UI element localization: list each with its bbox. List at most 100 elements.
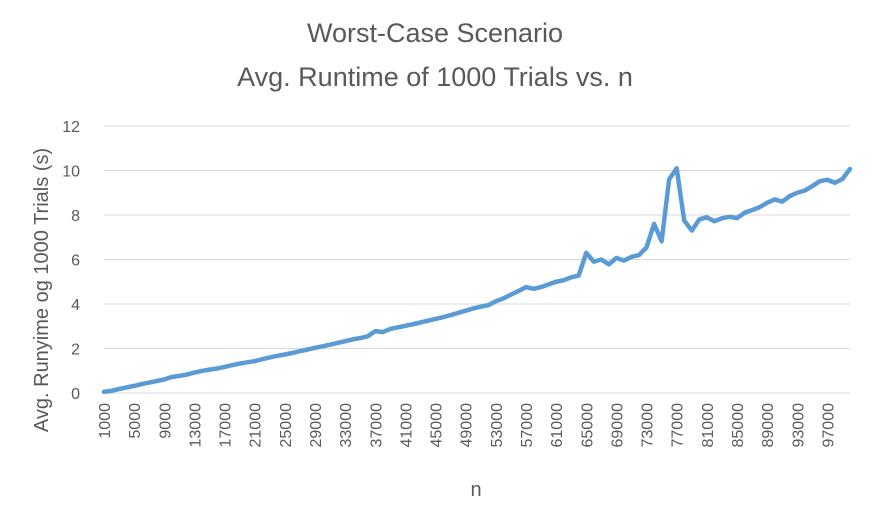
x-tick-label: 21000 (248, 403, 265, 448)
data-point (322, 345, 324, 347)
y-tick-label: 2 (71, 342, 80, 359)
x-tick-label: 77000 (670, 403, 687, 448)
data-point (713, 220, 715, 222)
data-point (698, 218, 700, 220)
data-point (653, 223, 655, 225)
data-point (284, 354, 286, 356)
data-point (751, 209, 753, 211)
data-point (276, 355, 278, 357)
chart-title: Worst-Case Scenario (307, 18, 563, 48)
gridlines (104, 125, 850, 394)
data-point (254, 360, 256, 362)
data-point (337, 342, 339, 344)
data-point (774, 198, 776, 200)
y-axis-label: Avg. Runyime og 1000 Trials (s) (31, 148, 53, 432)
data-point (548, 283, 550, 285)
data-point (450, 314, 452, 316)
y-axis-ticks: 0 2 4 6 8 10 12 (62, 119, 80, 403)
data-point (804, 190, 806, 192)
data-point (291, 352, 293, 354)
data-point (397, 326, 399, 328)
y-tick-label: 4 (71, 297, 80, 314)
data-point (683, 220, 685, 222)
x-tick-label: 9000 (157, 403, 174, 439)
data-point (269, 356, 271, 358)
x-tick-label: 45000 (429, 403, 446, 448)
x-axis-label: n (470, 479, 481, 501)
data-point (578, 275, 580, 277)
data-point (231, 364, 233, 366)
data-point (834, 182, 836, 184)
data-point (224, 366, 226, 368)
data-point (344, 340, 346, 342)
y-tick-label: 8 (71, 208, 80, 225)
data-point (374, 330, 376, 332)
data-point (563, 279, 565, 281)
data-point (239, 363, 241, 365)
x-tick-label: 37000 (368, 403, 385, 448)
x-tick-label: 5000 (127, 403, 144, 439)
data-point (691, 230, 693, 232)
data-point (299, 350, 301, 352)
data-point (148, 382, 150, 384)
data-point (585, 252, 587, 254)
data-point (600, 259, 602, 260)
data-point (623, 260, 625, 262)
data-point (502, 297, 504, 299)
data-point (826, 179, 828, 181)
x-tick-label: 57000 (519, 403, 536, 448)
x-tick-label: 89000 (760, 403, 777, 448)
data-point (668, 178, 670, 180)
series-line-0 (101, 166, 853, 395)
data-point (480, 306, 482, 308)
data-point (472, 307, 474, 309)
y-tick-label: 12 (62, 119, 80, 136)
data-point (216, 368, 218, 370)
data-point (404, 325, 406, 327)
data-point (442, 316, 444, 318)
data-point (118, 388, 120, 390)
x-tick-label: 81000 (700, 403, 717, 448)
data-point (525, 286, 527, 288)
x-tick-label: 41000 (398, 403, 415, 448)
data-point (608, 263, 610, 265)
y-tick-label: 6 (71, 253, 80, 270)
data-point (766, 202, 768, 204)
x-tick-label: 25000 (278, 403, 295, 448)
x-axis-ticks: 1000 5000 9000 13000 17000 21000 25000 29000 330… (97, 403, 837, 448)
x-tick-label: 49000 (459, 403, 476, 448)
data-point (133, 385, 135, 387)
data-point (721, 217, 723, 219)
data-point (796, 192, 798, 194)
data-point (849, 168, 851, 170)
data-point (193, 372, 195, 374)
data-point (352, 338, 354, 340)
data-point (201, 370, 203, 372)
x-tick-label: 65000 (579, 403, 596, 448)
data-point (841, 178, 843, 180)
data-point (736, 217, 738, 219)
data-point (789, 195, 791, 197)
x-tick-label: 53000 (489, 403, 506, 448)
data-point (706, 216, 708, 218)
data-point (533, 288, 535, 290)
data-point (517, 290, 519, 292)
x-tick-label: 17000 (218, 403, 235, 448)
x-tick-label: 93000 (790, 403, 807, 448)
data-point (367, 335, 369, 337)
series-layer (101, 166, 853, 395)
data-point (103, 391, 105, 393)
x-tick-label: 1000 (97, 403, 114, 439)
data-point (465, 310, 467, 312)
data-point (412, 323, 414, 325)
data-point (570, 276, 572, 278)
data-point (156, 380, 158, 382)
chart-subtitle: Avg. Runtime of 1000 Trials vs. n (237, 62, 633, 92)
data-point (178, 375, 180, 377)
data-point (728, 216, 730, 218)
data-point (811, 185, 813, 187)
data-point (638, 254, 640, 256)
data-point (630, 256, 632, 258)
